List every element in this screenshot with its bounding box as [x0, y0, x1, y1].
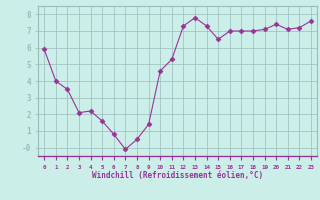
X-axis label: Windchill (Refroidissement éolien,°C): Windchill (Refroidissement éolien,°C) [92, 171, 263, 180]
